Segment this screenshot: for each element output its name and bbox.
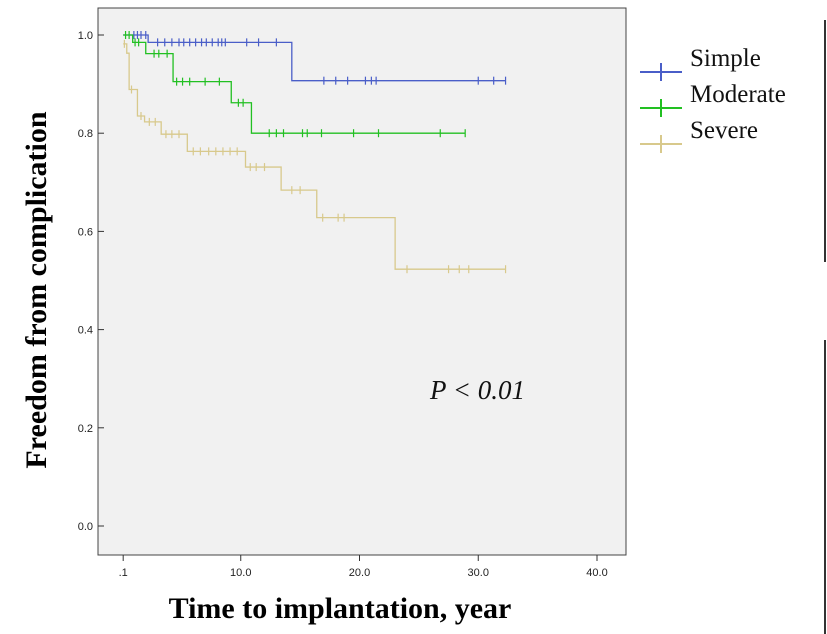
survival-curve	[123, 34, 506, 82]
x-tick-label: 20.0	[349, 567, 370, 579]
legend: Simple Moderate Severe	[640, 45, 786, 153]
x-tick-label: 10.0	[230, 567, 251, 579]
x-axis-ticks: .1 10.0 20.0 30.0 40.0	[119, 555, 608, 579]
y-tick-label: 0.6	[78, 226, 93, 238]
series-severe	[123, 39, 507, 274]
y-tick-label: 1.0	[78, 30, 93, 42]
p-value-annotation: P < 0.01	[429, 375, 525, 405]
x-tick-label: 40.0	[586, 567, 607, 579]
legend-item-severe: Severe	[640, 117, 758, 153]
series-layer	[123, 31, 507, 274]
survival-curve	[123, 34, 466, 134]
legend-label: Moderate	[690, 81, 786, 108]
survival-curve	[123, 43, 506, 270]
y-tick-label: 0.2	[78, 423, 93, 435]
legend-item-moderate: Moderate	[640, 81, 786, 117]
plot-area	[97, 7, 627, 556]
legend-label: Simple	[690, 45, 761, 72]
y-tick-label: 0.4	[78, 325, 93, 337]
y-tick-label: 0.8	[78, 128, 93, 140]
series-simple	[123, 31, 507, 85]
y-axis-ticks: 0.0 0.2 0.4 0.6 0.8 1.0	[78, 30, 104, 533]
y-axis-title: Freedom from complication	[20, 111, 53, 468]
x-tick-label: .1	[119, 567, 128, 579]
legend-label: Severe	[690, 117, 758, 144]
x-axis-title: Time to implantation, year	[169, 592, 512, 625]
y-tick-label: 0.0	[78, 521, 93, 533]
x-tick-label: 30.0	[468, 567, 489, 579]
legend-item-simple: Simple	[640, 45, 761, 81]
series-moderate	[123, 31, 466, 138]
